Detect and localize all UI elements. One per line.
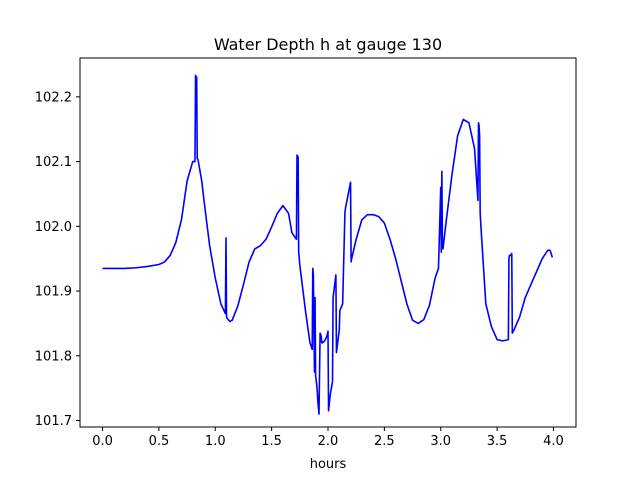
x-tick-label: 1.0 [205, 434, 226, 449]
y-tick-label: 101.9 [35, 285, 72, 300]
x-tick-label: 3.5 [487, 434, 508, 449]
x-tick-label: 1.5 [261, 434, 282, 449]
x-axis: 0.0 0.5 1.0 1.5 2.0 2.5 3.0 3.5 4.0 [92, 427, 564, 449]
x-tick-label: 0.0 [92, 434, 113, 449]
chart-title: Water Depth h at gauge 130 [214, 35, 442, 54]
y-axis: 101.7 101.8 101.9 102.0 102.1 102.2 [35, 90, 80, 429]
series-layer [102, 74, 554, 415]
x-tick-label: 2.0 [318, 434, 339, 449]
y-tick-label: 102.1 [35, 155, 72, 170]
series-line-0 [102, 74, 554, 415]
y-tick-label: 101.8 [35, 349, 72, 364]
x-tick-label: 2.5 [374, 434, 395, 449]
x-axis-label: hours [310, 457, 347, 472]
y-tick-label: 101.7 [35, 414, 72, 429]
x-tick-label: 4.0 [543, 434, 564, 449]
x-tick-label: 3.0 [430, 434, 451, 449]
y-tick-label: 102.0 [35, 220, 72, 235]
x-tick-label: 0.5 [149, 434, 170, 449]
y-tick-label: 102.2 [35, 90, 72, 105]
